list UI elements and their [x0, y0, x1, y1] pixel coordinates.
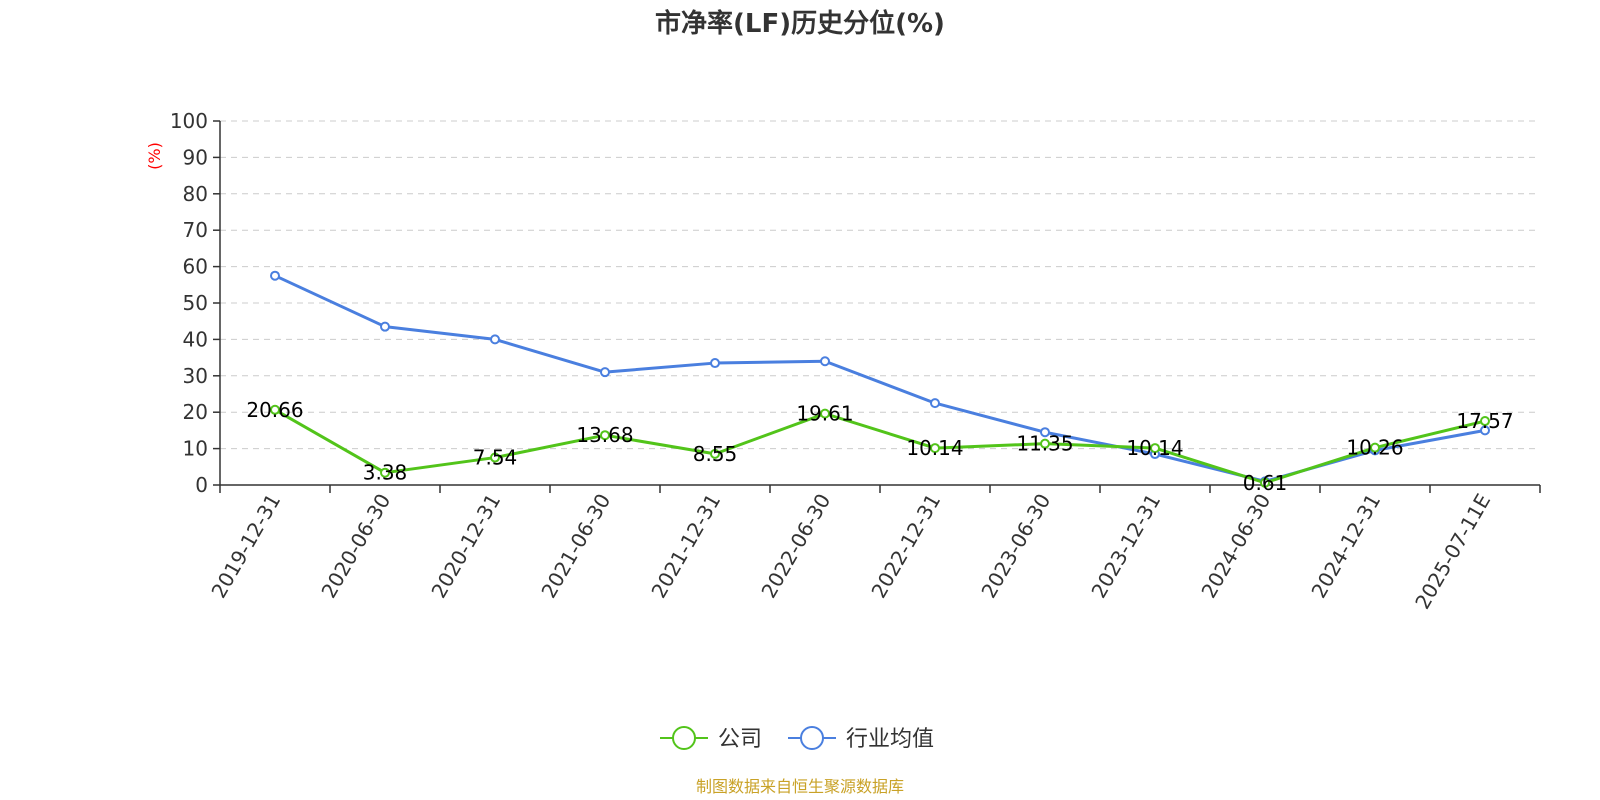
data-label: 19.61 — [796, 402, 853, 426]
legend-marker — [800, 726, 824, 750]
data-label: 3.38 — [363, 461, 408, 485]
x-tick-label: 2022-06-30 — [756, 490, 835, 603]
x-tick-label: 2023-12-31 — [1086, 490, 1165, 603]
data-point — [1480, 416, 1490, 427]
data-point — [1040, 427, 1050, 438]
y-tick-label: 50 — [183, 291, 208, 315]
data-label: 7.54 — [473, 446, 518, 470]
y-tick-label: 30 — [183, 364, 208, 388]
data-point — [380, 321, 390, 332]
data-label: 0.61 — [1243, 471, 1288, 495]
x-tick-label: 2024-12-31 — [1306, 490, 1385, 603]
data-point — [930, 398, 940, 409]
x-tick-label: 2024-06-30 — [1196, 490, 1275, 603]
data-label: 17.57 — [1456, 409, 1513, 433]
data-point — [1260, 477, 1270, 488]
data-point — [930, 443, 940, 454]
x-tick-label: 2025-07-11E — [1410, 490, 1495, 614]
data-label: 10.14 — [1126, 436, 1183, 460]
legend-label: 公司 — [718, 727, 762, 752]
chart-title: 市净率(LF)历史分位(%) — [655, 8, 945, 39]
data-point — [490, 334, 500, 345]
data-point — [820, 356, 830, 367]
data-label: 20.66 — [246, 398, 303, 422]
series-line-0 — [274, 408, 1486, 485]
data-point — [1480, 425, 1490, 436]
data-labels: 20.66 3.38 7.54 13.68 8.55 19.61 10.14 11.35 10.… — [246, 398, 1513, 495]
y-tick-label: 60 — [183, 255, 208, 279]
x-tick-label: 2019-12-31 — [206, 490, 285, 603]
data-point — [600, 430, 610, 441]
y-tick-label: 80 — [183, 182, 208, 206]
legend: 公司 行业均值 — [660, 726, 934, 752]
data-point — [710, 358, 720, 369]
data-point — [270, 404, 280, 415]
x-axis: 2019-12-31 2020-06-30 2020-12-31 2021-06-30… — [206, 484, 1541, 614]
data-point — [270, 270, 280, 281]
legend-label: 行业均值 — [846, 727, 934, 752]
source-note: 制图数据来自恒生聚源数据库 — [696, 777, 904, 796]
y-tick-label: 40 — [183, 327, 208, 351]
data-point — [380, 467, 390, 478]
y-tick-label: 0 — [195, 473, 208, 497]
x-tick-label: 2022-12-31 — [866, 490, 945, 603]
series-line-1 — [274, 274, 1486, 483]
x-tick-label: 2021-06-30 — [536, 490, 615, 603]
plot-area — [270, 270, 1490, 488]
data-point — [600, 367, 610, 378]
data-label: 11.35 — [1016, 432, 1073, 456]
data-point — [820, 408, 830, 419]
x-tick-label: 2020-12-31 — [426, 490, 505, 603]
data-label: 10.26 — [1346, 436, 1403, 460]
data-point — [710, 448, 720, 459]
y-tick-label: 100 — [170, 109, 208, 133]
x-tick-label: 2021-12-31 — [646, 490, 725, 603]
data-point — [490, 452, 500, 463]
data-point — [1040, 438, 1050, 449]
x-tick-label: 2020-06-30 — [316, 490, 395, 603]
data-label: 8.55 — [693, 442, 738, 466]
legend-marker — [672, 726, 696, 750]
data-label: 13.68 — [576, 423, 633, 447]
data-point — [1150, 443, 1160, 454]
y-axis-unit: (%) — [145, 142, 164, 170]
data-point — [1370, 442, 1380, 453]
data-label: 10.14 — [906, 436, 963, 460]
grid-lines — [220, 120, 1540, 450]
x-tick-label: 2023-06-30 — [976, 490, 1055, 603]
y-tick-label: 70 — [183, 218, 208, 242]
y-tick-label: 20 — [183, 400, 208, 424]
y-axis: 0 10 20 30 40 50 60 70 80 90 100 — [170, 109, 221, 497]
y-tick-label: 90 — [183, 145, 208, 169]
y-tick-label: 10 — [183, 437, 208, 461]
